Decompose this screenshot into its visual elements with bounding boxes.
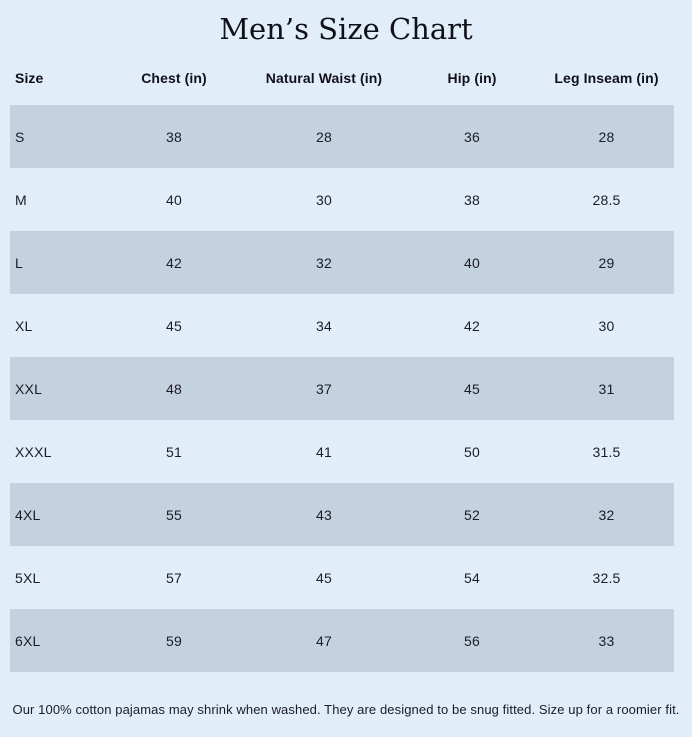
measurement-cell: 37 [316,380,332,397]
measurement-cell: 50 [464,443,480,460]
size-label-cell: M [15,191,27,208]
measurement-cell: 40 [464,254,480,271]
measurement-cell: 32 [316,254,332,271]
measurement-cell: 43 [316,506,332,523]
measurement-cell: 34 [316,317,332,334]
size-label-cell: 6XL [15,632,41,649]
table-row: M 40 30 38 28.5 [10,168,674,231]
column-header-natural-waist: Natural Waist (in) [265,70,383,87]
measurement-cell: 45 [166,317,182,334]
measurement-cell: 38 [464,191,480,208]
table-row: L 42 32 40 29 [10,231,674,295]
measurement-cell: 32.5 [592,569,621,586]
column-header-hip: Hip (in) [447,70,497,87]
table-row: XL 45 34 42 30 [10,294,674,357]
measurement-cell: 54 [464,569,480,586]
column-header-chest: Chest (in) [141,70,207,87]
measurement-cell: 36 [464,128,480,145]
column-header-leg-inseam: Leg Inseam (in) [554,70,659,87]
measurement-cell: 38 [166,128,182,145]
size-label-cell: 5XL [15,569,41,586]
table-row: 6XL 59 47 56 33 [10,609,674,673]
size-label-cell: S [15,128,25,145]
size-label-cell: 4XL [15,506,41,523]
measurement-cell: 28 [316,128,332,145]
fit-disclaimer-note: Our 100% cotton pajamas may shrink when … [12,702,680,717]
measurement-cell: 33 [598,632,615,649]
measurement-cell: 47 [316,632,332,649]
measurement-cell: 42 [464,317,480,334]
table-row: XXL 48 37 45 31 [10,357,674,421]
measurement-cell: 32 [598,506,615,523]
measurement-cell: 31.5 [592,443,621,460]
size-table-body: S 38 28 36 28 M 40 30 38 28.5 L 42 32 40 29 XL 45 34 42 30 X… [10,105,674,673]
page-title: Men’s Size Chart [219,12,473,46]
column-header-size: Size [15,70,44,87]
measurement-cell: 29 [598,254,615,271]
table-row: XXXL 51 41 50 31.5 [10,420,674,483]
measurement-cell: 52 [464,506,480,523]
size-label-cell: L [15,254,23,271]
measurement-cell: 56 [464,632,480,649]
size-label-cell: XL [15,317,33,334]
measurement-cell: 45 [464,380,480,397]
measurement-cell: 57 [166,569,182,586]
measurement-cell: 48 [166,380,182,397]
measurement-cell: 40 [166,191,182,208]
measurement-cell: 28.5 [592,191,621,208]
measurement-cell: 30 [598,317,615,334]
measurement-cell: 55 [166,506,182,523]
measurement-cell: 30 [316,191,332,208]
table-row: S 38 28 36 28 [10,105,674,169]
measurement-cell: 59 [166,632,182,649]
measurement-cell: 42 [166,254,182,271]
size-label-cell: XXXL [15,443,52,460]
measurement-cell: 41 [316,443,332,460]
table-row: 4XL 55 43 52 32 [10,483,674,547]
measurement-cell: 51 [166,443,182,460]
table-header-row: Size Chest (in) Natural Waist (in) Hip (… [10,68,674,88]
size-label-cell: XXL [15,380,43,397]
table-row: 5XL 57 45 54 32.5 [10,546,674,609]
measurement-cell: 31 [598,380,615,397]
measurement-cell: 28 [598,128,615,145]
measurement-cell: 45 [316,569,332,586]
